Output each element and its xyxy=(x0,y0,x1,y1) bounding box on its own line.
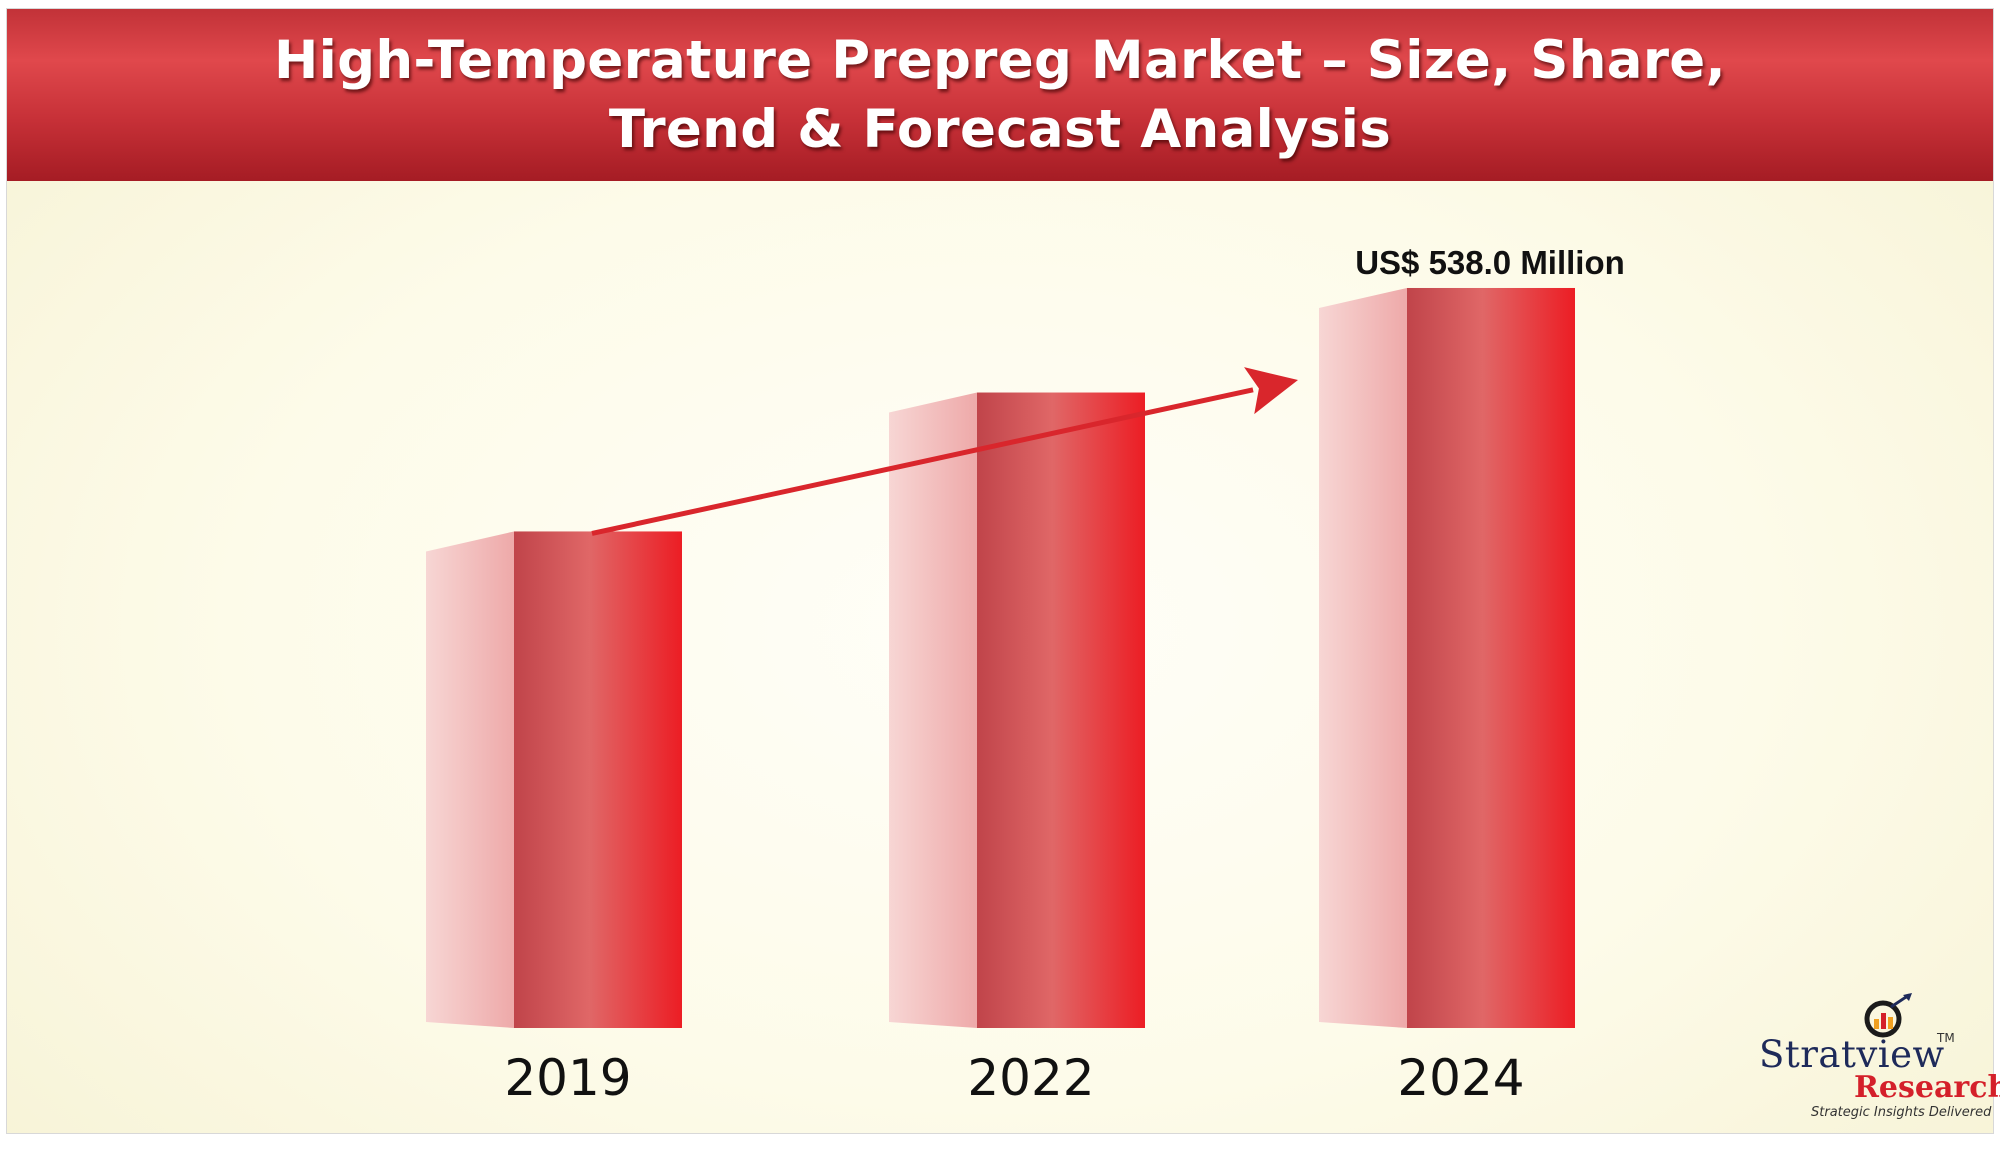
bar-side-face xyxy=(1319,287,1407,1029)
bar-side-face xyxy=(889,392,977,1028)
chart-title-line-1: High-Temperature Prepreg Market – Size, … xyxy=(274,30,1726,91)
bar-front-face xyxy=(1407,287,1575,1029)
bar-2019 xyxy=(426,531,682,1028)
x-tick-label: 2022 xyxy=(967,1049,1094,1107)
stratview-logo: Stratview TM Research Strategic Insights… xyxy=(1755,993,2000,1123)
bar-2024 xyxy=(1319,287,1575,1029)
bar-2022 xyxy=(889,392,1145,1028)
data-label: US$ 538.0 Million xyxy=(1355,244,1625,281)
logo-brand-top: Stratview xyxy=(1759,1033,1945,1076)
magnifier-chart-icon xyxy=(1864,993,1912,1038)
logo-brand-bottom: Research xyxy=(1854,1070,2000,1105)
title-banner: High-Temperature Prepreg Market – Size, … xyxy=(7,9,1993,181)
logo-trademark: TM xyxy=(1937,1031,1955,1045)
bar-side-face xyxy=(426,531,514,1028)
trend-arrow xyxy=(591,367,1298,536)
bars-layer xyxy=(426,287,1575,1029)
trend-arrow-head xyxy=(1244,367,1298,415)
chart-title-line-2: Trend & Forecast Analysis xyxy=(608,99,1392,160)
labels-layer: 2019 2022 2024 US$ 538.0 Million xyxy=(504,244,1624,1107)
x-tick-label: 2024 xyxy=(1397,1049,1524,1107)
logo-tagline: Strategic Insights Delivered xyxy=(1811,1105,1992,1120)
bar-front-face xyxy=(977,392,1145,1028)
x-tick-label: 2019 xyxy=(504,1049,631,1107)
bar-front-face xyxy=(514,531,682,1028)
trend-arrow-shaft xyxy=(591,387,1254,536)
